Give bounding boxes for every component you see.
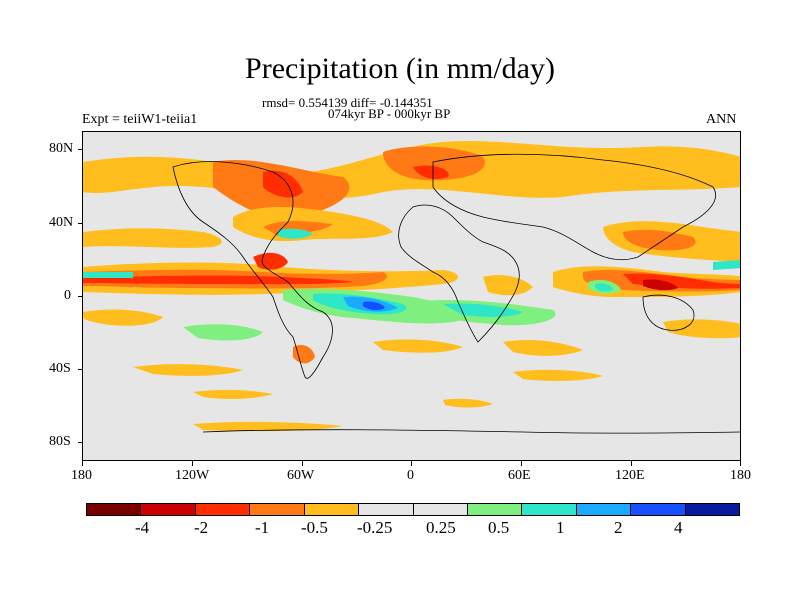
x-tick bbox=[740, 461, 741, 466]
anomaly-field bbox=[83, 140, 740, 432]
y-tick bbox=[78, 223, 83, 224]
colorbar-label: -4 bbox=[135, 518, 150, 537]
x-tick-label: 60E bbox=[508, 468, 531, 483]
colorbar-label: -2 bbox=[194, 518, 209, 537]
map-title: Precipitation (in mm/day) bbox=[245, 52, 555, 85]
precipitation-map bbox=[82, 131, 741, 461]
y-tick-label: 80S bbox=[49, 434, 71, 449]
x-tick bbox=[631, 461, 632, 466]
y-tick-label: 0 bbox=[64, 288, 71, 303]
period-line: 074kyr BP - 000kyr BP bbox=[328, 106, 451, 121]
x-tick-label: 60W bbox=[287, 468, 315, 483]
colorbar-swatch bbox=[522, 504, 577, 515]
colorbar-swatch bbox=[576, 504, 632, 515]
colorbar-label: 2 bbox=[614, 518, 623, 537]
x-tick-label: 120E bbox=[615, 468, 645, 483]
colorbar-label: 0.5 bbox=[488, 518, 510, 537]
map-field-svg bbox=[83, 140, 740, 434]
y-tick-label: 40N bbox=[49, 215, 74, 230]
colorbar-label: -1 bbox=[255, 518, 270, 537]
colorbar-swatch bbox=[631, 504, 686, 515]
colorbar-swatch bbox=[304, 504, 360, 515]
colorbar-swatch bbox=[359, 504, 414, 515]
colorbar-swatch bbox=[413, 504, 468, 515]
colorbar-swatch bbox=[467, 504, 523, 515]
x-tick-label: 180 bbox=[71, 468, 92, 483]
colorbar-swatch bbox=[195, 504, 251, 515]
x-tick bbox=[411, 461, 412, 466]
colorbar-label: -0.5 bbox=[301, 518, 328, 537]
x-tick bbox=[82, 461, 83, 466]
colorbar-label: 0.25 bbox=[426, 518, 456, 537]
y-tick bbox=[78, 442, 83, 443]
y-tick bbox=[78, 369, 83, 370]
coastlines bbox=[172, 153, 740, 434]
colorbar-swatch bbox=[141, 504, 196, 515]
y-tick-label: 40S bbox=[49, 361, 71, 376]
x-tick bbox=[521, 461, 522, 466]
x-tick bbox=[192, 461, 193, 466]
colorbar-swatch bbox=[87, 504, 142, 515]
colorbar-swatch bbox=[250, 504, 305, 515]
x-tick bbox=[302, 461, 303, 466]
y-tick-label: 80N bbox=[49, 141, 74, 156]
colorbar-label: 4 bbox=[674, 518, 683, 537]
y-tick bbox=[78, 149, 83, 150]
colorbar-swatch bbox=[685, 504, 740, 515]
season-label: ANN bbox=[706, 112, 737, 127]
x-tick-label: 180 bbox=[730, 468, 751, 483]
experiment-label: Expt = teiiW1-teiia1 bbox=[82, 112, 198, 127]
y-tick bbox=[78, 296, 83, 297]
colorbar-label: -0.25 bbox=[357, 518, 393, 537]
colorbar bbox=[86, 503, 740, 516]
stats-line: rmsd= 0.554139 diff= -0.144351 bbox=[262, 95, 433, 110]
colorbar-label: 1 bbox=[556, 518, 565, 537]
x-tick-label: 120W bbox=[175, 468, 210, 483]
x-tick-label: 0 bbox=[407, 468, 414, 483]
